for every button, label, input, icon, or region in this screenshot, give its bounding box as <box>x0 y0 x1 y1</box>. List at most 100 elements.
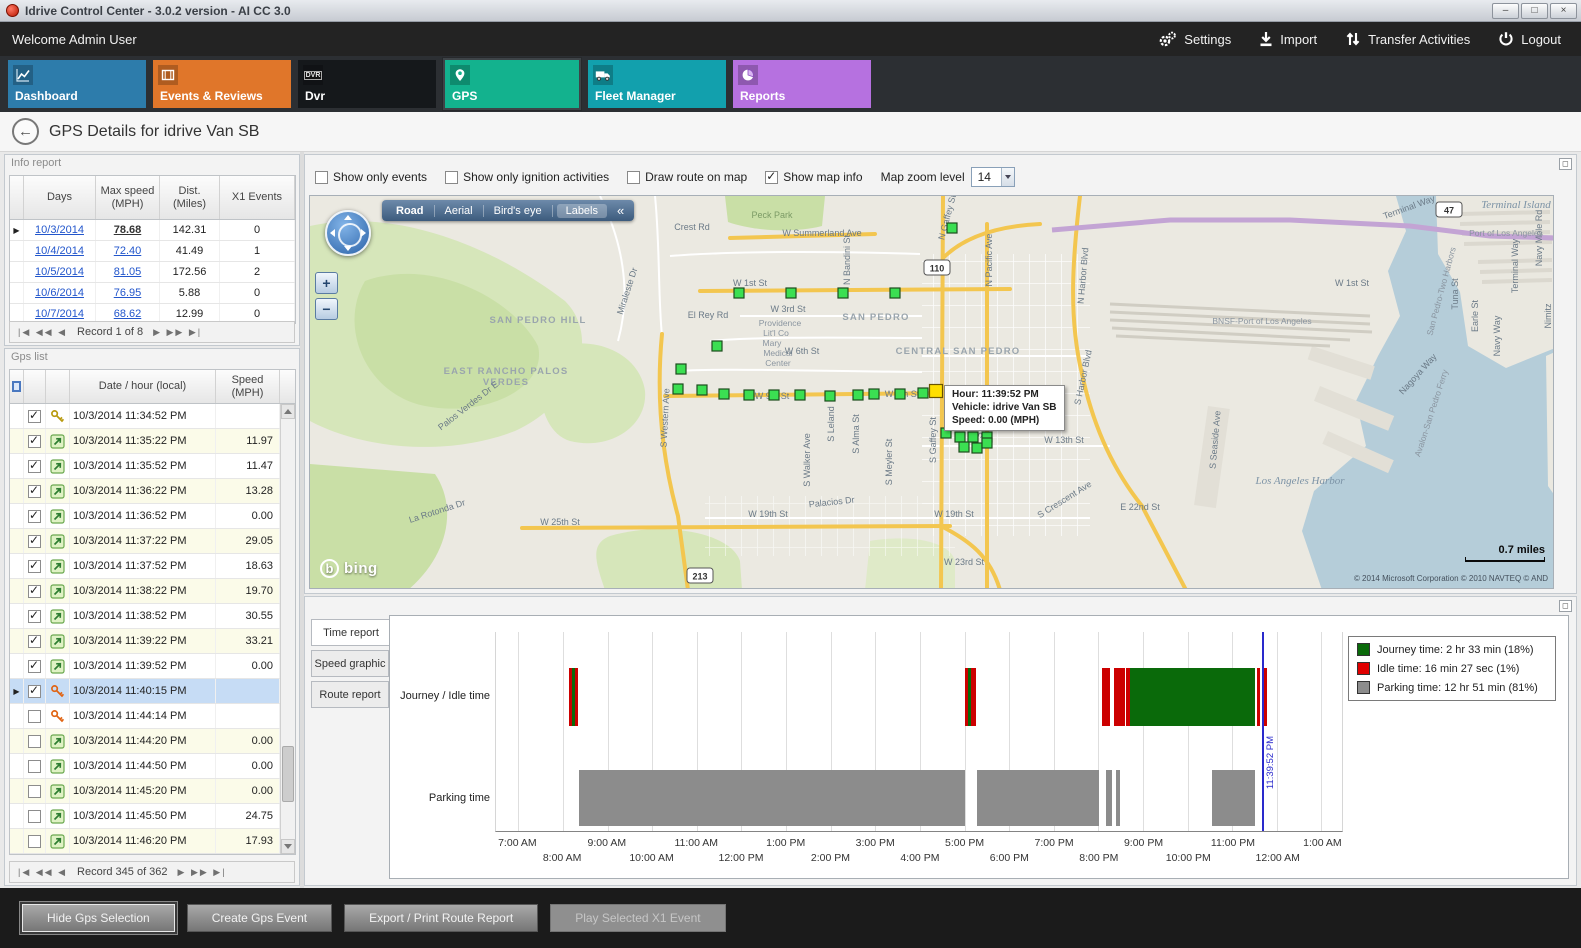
table-row[interactable]: ▶ 10/3/2014 11:35:52 PM 11.47 <box>10 454 280 479</box>
maximize-button[interactable]: □ <box>1521 2 1548 19</box>
checkbox[interactable] <box>445 170 459 184</box>
gps-marker[interactable] <box>824 390 836 402</box>
column-header-x1-events[interactable]: X1 Events <box>220 176 295 219</box>
table-row[interactable]: ▶ 10/7/2014 68.62 12.99 0 <box>10 304 295 323</box>
row-checkbox[interactable] <box>28 658 41 673</box>
table-row[interactable]: ▶ 10/3/2014 11:35:22 PM 11.97 <box>10 429 280 454</box>
row-checkbox[interactable] <box>28 558 41 573</box>
gps-marker[interactable] <box>971 442 983 454</box>
table-row[interactable]: ▶ 10/3/2014 11:36:52 PM 0.00 <box>10 504 280 529</box>
table-row[interactable]: ▶ 10/3/2014 11:34:52 PM <box>10 404 280 429</box>
map-zoom-select[interactable]: 14 <box>970 167 1015 187</box>
row-checkbox[interactable] <box>28 633 41 648</box>
gps-marker[interactable] <box>718 388 730 400</box>
map-zoom-in-button[interactable]: + <box>315 272 338 294</box>
table-row[interactable]: ▶ 10/3/2014 11:39:22 PM 33.21 <box>10 629 280 654</box>
back-button[interactable]: ← <box>12 118 39 145</box>
tab-fleet-manager[interactable]: Fleet Manager <box>588 60 726 108</box>
checkbox[interactable] <box>315 170 328 184</box>
footer-button[interactable]: Export / Print Route Report <box>344 904 539 932</box>
max-speed-link[interactable]: 76.95 <box>113 287 142 299</box>
table-row[interactable]: ▶ 10/3/2014 11:46:20 PM 17.93 <box>10 829 280 854</box>
panel-splitter[interactable] <box>300 152 304 888</box>
pager-prev-buttons[interactable]: |◀ ◀◀ ◀ <box>18 326 68 337</box>
table-row[interactable]: ▶ 10/3/2014 11:37:22 PM 29.05 <box>10 529 280 554</box>
row-checkbox[interactable] <box>28 809 41 823</box>
map-compass-control[interactable] <box>325 210 371 256</box>
map-view-tab[interactable]: Road <box>386 204 435 217</box>
date-link[interactable]: 10/5/2014 <box>35 266 84 278</box>
gps-marker[interactable] <box>894 388 906 400</box>
row-checkbox[interactable] <box>28 533 41 548</box>
row-checkbox[interactable] <box>28 709 41 723</box>
gps-marker[interactable] <box>967 431 979 443</box>
table-row[interactable]: ▶ 10/3/2014 11:40:15 PM <box>10 679 280 704</box>
date-link[interactable]: 10/7/2014 <box>35 308 84 320</box>
date-link[interactable]: 10/4/2014 <box>35 245 84 257</box>
bing-logo[interactable]: b bing <box>320 559 378 578</box>
gps-marker[interactable] <box>733 287 745 299</box>
report-tab[interactable]: Speed graphic <box>311 650 389 677</box>
column-header-days[interactable]: Days <box>24 176 96 219</box>
select-all-header[interactable] <box>10 370 24 403</box>
gps-marker[interactable] <box>946 222 958 234</box>
pager-prev-buttons[interactable]: |◀ ◀◀ ◀ <box>18 866 68 877</box>
max-speed-link[interactable]: 68.62 <box>113 308 142 320</box>
table-row[interactable]: ▶ 10/3/2014 11:36:22 PM 13.28 <box>10 479 280 504</box>
table-row[interactable]: ▶ 10/3/2014 11:44:50 PM 0.00 <box>10 754 280 779</box>
table-row[interactable]: ▶ 10/3/2014 11:38:22 PM 19.70 <box>10 579 280 604</box>
maximize-panel-icon[interactable]: ◻ <box>1559 600 1572 612</box>
column-header-datetime[interactable]: Date / hour (local) <box>70 370 216 403</box>
row-checkbox[interactable] <box>28 433 41 448</box>
gps-marker[interactable] <box>958 441 970 453</box>
row-checkbox[interactable] <box>28 458 41 473</box>
gps-marker[interactable] <box>675 363 687 375</box>
gps-marker[interactable] <box>768 389 780 401</box>
table-row[interactable]: ▶ 10/5/2014 81.05 172.56 2 <box>10 262 295 283</box>
report-tab[interactable]: Route report <box>311 681 389 708</box>
gps-marker-selected[interactable] <box>928 383 944 399</box>
table-row[interactable]: ▶ 10/3/2014 11:44:14 PM <box>10 704 280 729</box>
gps-marker[interactable] <box>711 340 723 352</box>
row-checkbox[interactable] <box>28 583 41 598</box>
max-speed-link[interactable]: 81.05 <box>113 266 142 278</box>
date-link[interactable]: 10/3/2014 <box>35 224 84 236</box>
table-row[interactable]: ▶ 10/3/2014 11:39:52 PM 0.00 <box>10 654 280 679</box>
minimize-button[interactable]: – <box>1492 2 1519 19</box>
row-checkbox[interactable] <box>28 483 41 498</box>
gps-marker[interactable] <box>889 287 901 299</box>
max-speed-link[interactable]: 78.68 <box>113 224 142 236</box>
gps-marker[interactable] <box>852 389 864 401</box>
close-button[interactable]: × <box>1550 2 1577 19</box>
report-tab[interactable]: Time report <box>311 619 391 646</box>
tab-events-reviews[interactable]: Events & Reviews <box>153 60 291 108</box>
row-checkbox[interactable] <box>28 759 41 773</box>
column-header-max-speed[interactable]: Max speed (MPH) <box>96 176 160 219</box>
gps-marker[interactable] <box>917 387 929 399</box>
gps-marker[interactable] <box>785 287 797 299</box>
map-option[interactable]: Show map info <box>765 169 863 184</box>
gps-marker[interactable] <box>981 437 993 449</box>
row-checkbox[interactable] <box>28 508 41 523</box>
row-checkbox[interactable] <box>28 683 41 698</box>
table-row[interactable]: ▶ 10/3/2014 11:45:50 PM 24.75 <box>10 804 280 829</box>
table-row[interactable]: ▶ 10/3/2014 11:44:20 PM 0.00 <box>10 729 280 754</box>
scroll-up-button[interactable] <box>281 404 295 419</box>
gps-marker[interactable] <box>868 388 880 400</box>
footer-button[interactable]: Hide Gps Selection <box>22 904 175 932</box>
logout-button[interactable]: Logout <box>1498 31 1561 47</box>
pager-next-buttons[interactable]: ▶ ▶▶ ▶| <box>177 866 227 877</box>
table-row[interactable]: ▶ 10/4/2014 72.40 41.49 1 <box>10 241 295 262</box>
tab-reports[interactable]: Reports <box>733 60 871 108</box>
date-link[interactable]: 10/6/2014 <box>35 287 84 299</box>
max-speed-link[interactable]: 72.40 <box>113 245 142 257</box>
row-checkbox[interactable] <box>28 734 41 748</box>
row-checkbox[interactable] <box>28 834 41 848</box>
pager-next-buttons[interactable]: ▶ ▶▶ ▶| <box>153 326 203 337</box>
row-checkbox[interactable] <box>28 608 41 623</box>
map-option[interactable]: Show only ignition activities <box>445 170 609 184</box>
checkbox[interactable] <box>627 170 641 184</box>
checkbox[interactable] <box>765 169 779 184</box>
map-option[interactable]: Draw route on map <box>627 170 747 184</box>
